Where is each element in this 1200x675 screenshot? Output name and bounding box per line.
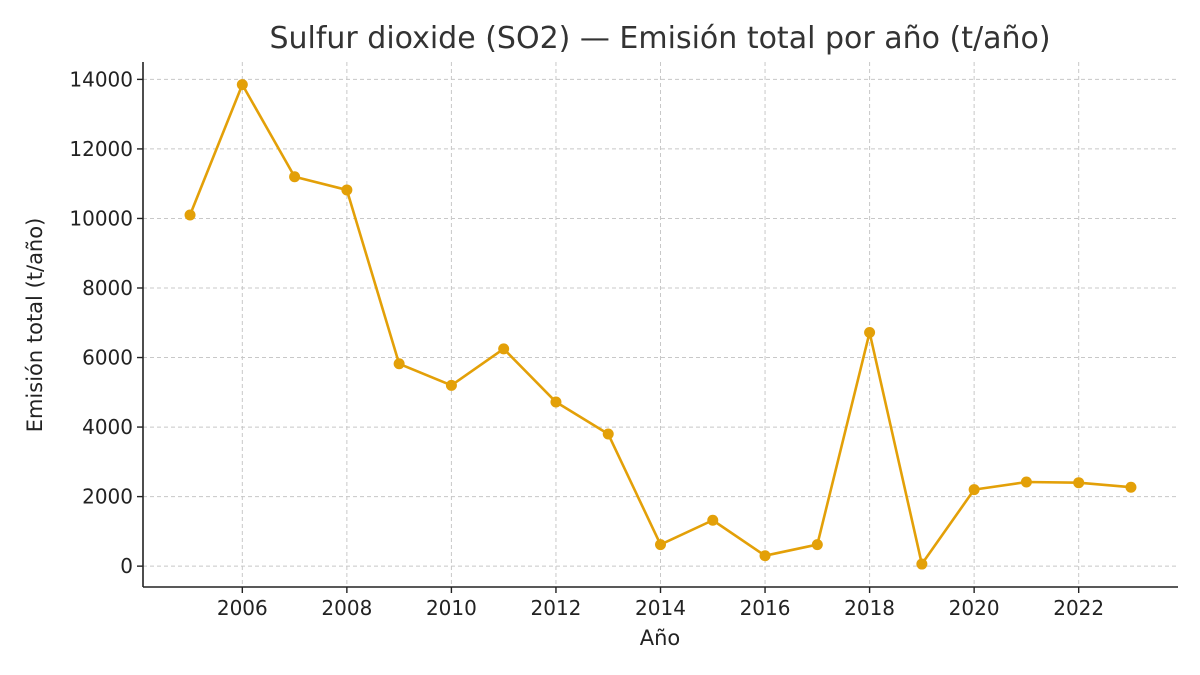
data-point — [184, 209, 196, 221]
x-axis-label: Año — [640, 626, 681, 650]
data-point — [445, 379, 457, 391]
data-point — [236, 79, 248, 91]
x-tick-label: 2014 — [635, 596, 686, 620]
y-tick-label: 2000 — [82, 485, 133, 509]
y-tick-label: 12000 — [69, 137, 133, 161]
data-point — [498, 343, 510, 355]
x-tick-label: 2022 — [1053, 596, 1104, 620]
y-tick-label: 0 — [120, 554, 133, 578]
data-point — [759, 550, 771, 562]
y-tick-label: 4000 — [82, 415, 133, 439]
data-point — [811, 539, 823, 551]
y-tick-label: 14000 — [69, 67, 133, 91]
x-tick-label: 2012 — [531, 596, 582, 620]
data-point — [289, 171, 301, 183]
x-axis-ticks: 2006 2008 2010 2012 2014 2016 2018 2020 2022 — [217, 587, 1104, 620]
y-tick-label: 8000 — [82, 276, 133, 300]
y-axis-ticks: 0 2000 4000 6000 8000 10000 12000 14000 — [69, 67, 143, 578]
y-axis-label: Emisión total (t/año) — [23, 218, 47, 433]
data-point — [341, 184, 353, 196]
data-point — [1125, 481, 1137, 493]
grid — [143, 62, 1178, 587]
data-series — [184, 79, 1137, 570]
y-tick-label: 10000 — [69, 206, 133, 230]
y-tick-label: 6000 — [82, 346, 133, 370]
data-point — [393, 358, 405, 370]
x-tick-label: 2006 — [217, 596, 268, 620]
data-point — [655, 539, 666, 551]
data-point — [602, 428, 614, 440]
x-tick-label: 2008 — [321, 596, 372, 620]
data-point — [707, 514, 719, 526]
x-tick-label: 2016 — [740, 596, 791, 620]
chart-title: Sulfur dioxide (SO2) — Emisión total por… — [269, 21, 1050, 56]
x-tick-label: 2018 — [844, 596, 895, 620]
data-point — [864, 326, 876, 338]
data-point — [550, 396, 562, 408]
x-tick-label: 2010 — [426, 596, 477, 620]
data-point — [1020, 476, 1032, 488]
x-tick-label: 2020 — [949, 596, 1000, 620]
data-point — [1073, 477, 1085, 489]
data-point — [968, 484, 980, 496]
data-point — [916, 558, 928, 570]
